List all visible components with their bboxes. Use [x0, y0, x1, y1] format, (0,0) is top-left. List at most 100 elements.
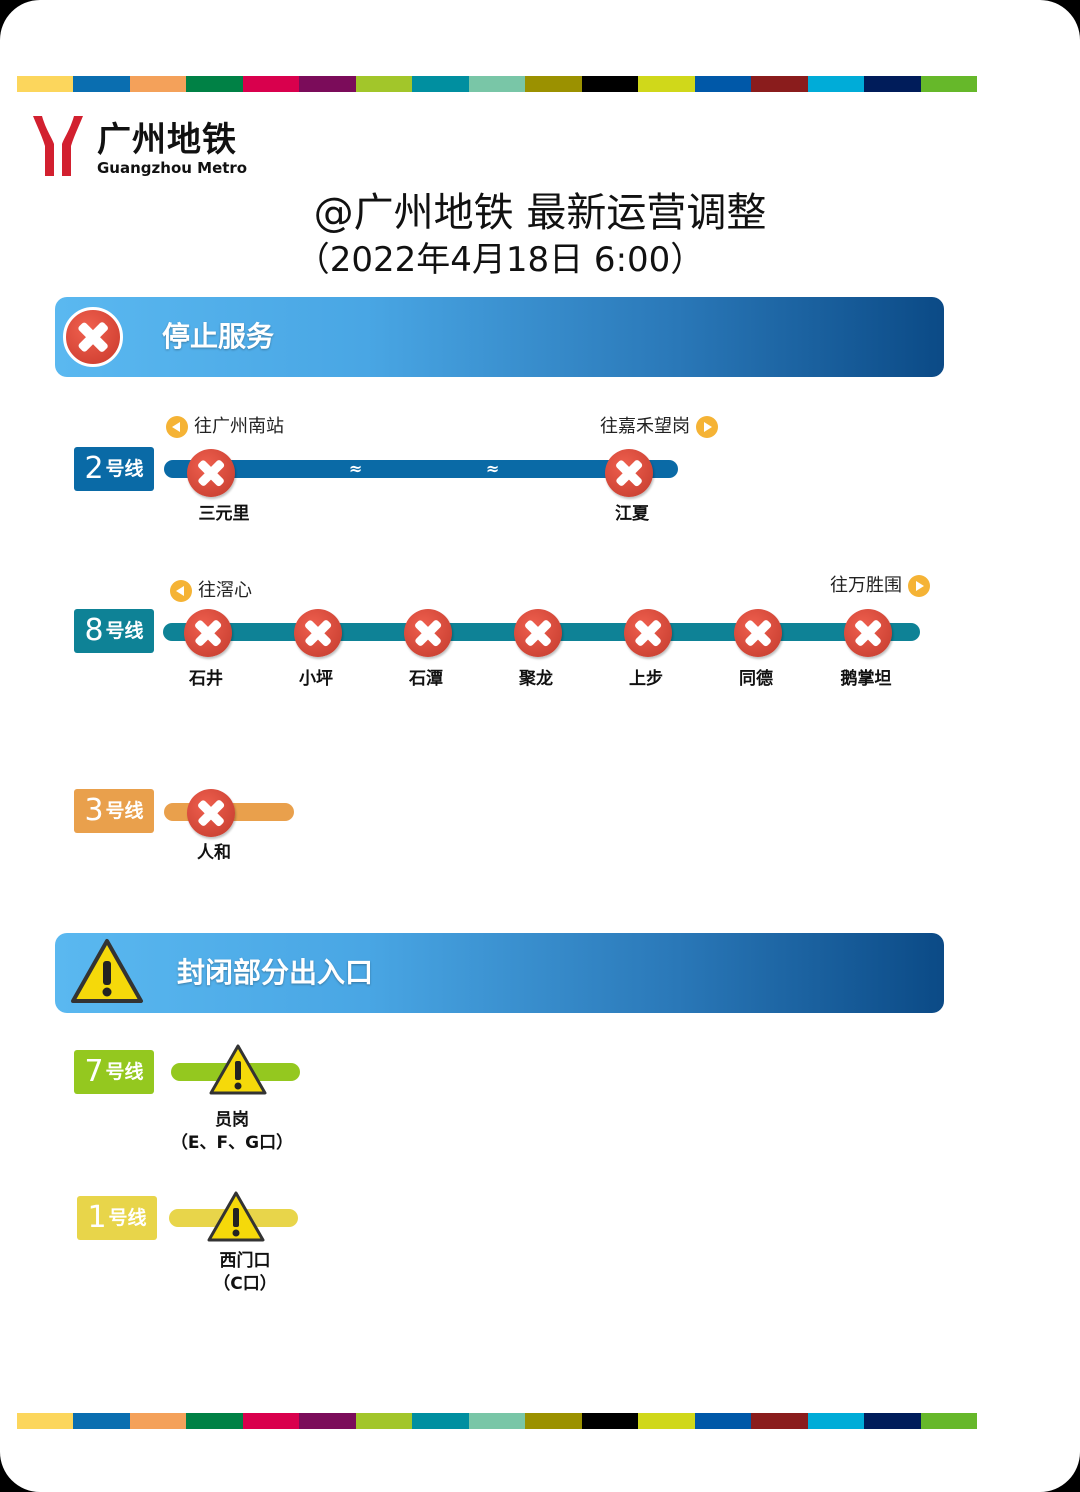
closed-station-icon — [624, 609, 672, 657]
stripe-segment — [412, 76, 469, 92]
color-stripe-top — [17, 76, 977, 92]
gap-mark: ≈ — [486, 459, 500, 478]
closed-station-icon — [734, 609, 782, 657]
line-2-badge: 2 号线 — [74, 447, 154, 491]
stripe-segment — [751, 76, 808, 92]
line-3-badge: 3 号线 — [74, 789, 154, 833]
station-name: 小坪 — [299, 669, 333, 689]
stripe-segment — [299, 1413, 356, 1429]
closed-station-icon — [404, 609, 452, 657]
station-name: 同德 — [739, 669, 773, 689]
stripe-segment — [242, 76, 300, 92]
direction-right: 往万胜围 — [830, 575, 930, 597]
line-suffix: 号线 — [108, 1207, 147, 1229]
line-1-badge: 1 号线 — [77, 1196, 157, 1240]
stripe-segment — [525, 1413, 582, 1429]
stripe-segment — [694, 76, 752, 92]
station-name: 西门口 — [219, 1251, 271, 1271]
stripe-segment — [525, 76, 582, 92]
arrow-right-icon — [908, 575, 930, 597]
station-name: 石潭 — [409, 669, 443, 689]
closed-station-icon — [184, 609, 232, 657]
guangzhou-metro-logo-icon — [33, 116, 83, 176]
logo-text: 广州地铁 — [97, 120, 237, 160]
station-name: 江夏 — [615, 504, 649, 524]
stripe-segment — [581, 76, 639, 92]
stripe-segment — [864, 76, 921, 92]
stripe-segment — [920, 1413, 977, 1429]
gap-mark: ≈ — [349, 459, 363, 478]
line-suffix: 号线 — [105, 800, 144, 822]
arrow-left-icon — [170, 580, 192, 602]
stripe-segment — [299, 76, 356, 92]
station-name: 人和 — [197, 843, 231, 863]
line-number: 1 — [87, 1200, 107, 1235]
line-7-badge: 7 号线 — [74, 1050, 154, 1094]
line-number: 7 — [84, 1054, 104, 1089]
stop-service-banner: 停止服务 — [55, 297, 944, 377]
line-8-badge: 8 号线 — [74, 609, 154, 653]
stripe-segment — [807, 1413, 865, 1429]
direction-label: 往广州南站 — [194, 416, 284, 437]
line-number: 3 — [84, 793, 104, 828]
warning-icon — [71, 939, 143, 1003]
stripe-segment — [694, 1413, 752, 1429]
warning-icon — [207, 1191, 265, 1242]
stripe-segment — [581, 1413, 639, 1429]
stripe-segment — [807, 76, 865, 92]
stripe-segment — [920, 76, 977, 92]
stripe-segment — [864, 1413, 921, 1429]
station-name: 三元里 — [198, 504, 250, 524]
stripe-segment — [751, 1413, 808, 1429]
banner-label: 封闭部分出入口 — [177, 956, 374, 989]
stripe-segment — [242, 1413, 300, 1429]
close-icon — [63, 307, 123, 367]
closed-station-icon — [187, 789, 235, 837]
line-2-track — [164, 460, 678, 478]
line-suffix: 号线 — [105, 620, 144, 642]
closed-station-icon — [294, 609, 342, 657]
stripe-segment — [73, 76, 130, 92]
stripe-segment — [17, 76, 74, 92]
station-name: 聚龙 — [519, 669, 553, 689]
stripe-segment — [468, 1413, 526, 1429]
line-suffix: 号线 — [105, 1061, 144, 1083]
stripe-segment — [468, 76, 526, 92]
station-name: 鹅掌坦 — [840, 669, 892, 689]
direction-right: 往嘉禾望岗 — [600, 416, 718, 438]
page-title: @广州地铁 最新运营调整 — [313, 190, 767, 236]
logo-subtext: Guangzhou Metro — [97, 159, 248, 177]
direction-label: 往滘心 — [198, 580, 252, 601]
closed-station-icon — [844, 609, 892, 657]
closed-station-icon — [187, 449, 235, 497]
warning-icon — [209, 1044, 267, 1095]
direction-label: 往嘉禾望岗 — [600, 416, 690, 437]
color-stripe-bottom — [17, 1413, 977, 1429]
stripe-segment — [638, 1413, 695, 1429]
stripe-segment — [129, 76, 187, 92]
stripe-segment — [355, 1413, 413, 1429]
stripe-segment — [17, 1413, 74, 1429]
closed-station-icon — [514, 609, 562, 657]
station-exits: （C口） — [213, 1274, 277, 1294]
page-subtitle: （2022年4月18日 6:00） — [295, 240, 705, 280]
arrow-left-icon — [166, 416, 188, 438]
stripe-segment — [73, 1413, 130, 1429]
direction-left: 往滘心 — [170, 580, 252, 602]
stripe-segment — [355, 76, 413, 92]
closed-exits-banner: 封闭部分出入口 — [55, 933, 944, 1013]
stripe-segment — [412, 1413, 469, 1429]
station-name: 上步 — [629, 669, 663, 689]
stripe-segment — [638, 76, 695, 92]
stripe-segment — [186, 1413, 243, 1429]
station-name: 石井 — [189, 669, 223, 689]
line-number: 8 — [84, 613, 104, 648]
stripe-segment — [186, 76, 243, 92]
station-exits: （E、F、G口） — [170, 1133, 294, 1153]
direction-left: 往广州南站 — [166, 416, 284, 438]
banner-label: 停止服务 — [162, 320, 275, 353]
stripe-segment — [129, 1413, 187, 1429]
direction-label: 往万胜围 — [830, 575, 902, 596]
line-suffix: 号线 — [105, 458, 144, 480]
